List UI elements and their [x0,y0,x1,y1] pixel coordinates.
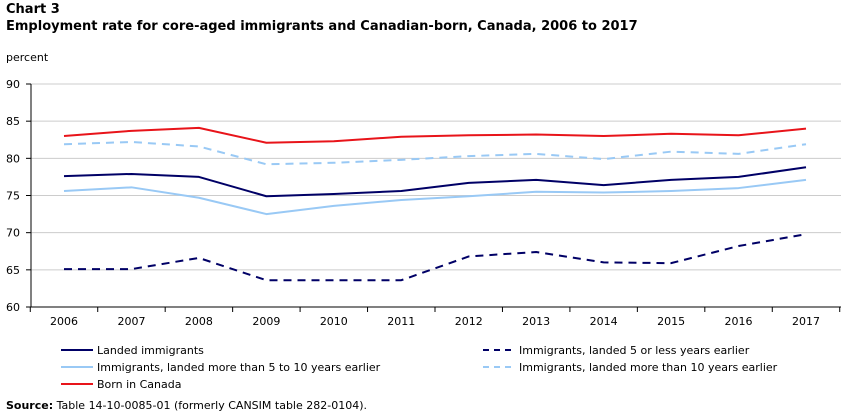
series-line-4 [63,126,807,144]
y-tick-label: 70 [6,227,20,240]
x-tick-label: 2010 [320,315,348,328]
x-tick-label: 2014 [590,315,618,328]
source-note: Source: Table 14-10-0085-01 (formerly CA… [6,399,367,412]
legend-label-2: Immigrants, landed more than 5 to 10 yea… [97,361,381,374]
series-line-2 [63,178,807,216]
y-tick-label: 85 [6,115,20,128]
x-tick-label: 2009 [252,315,280,328]
x-tick-label: 2013 [522,315,550,328]
y-axis-unit-label: percent [6,51,49,64]
series-line-1 [64,233,807,282]
chart-title: Employment rate for core-aged immigrants… [6,19,638,34]
series-line-3 [63,140,807,166]
y-tick-label: 90 [6,78,20,91]
series-line-0 [63,166,807,198]
legend-label-0: Landed immigrants [97,344,204,357]
line-chart: 60 65 70 75 80 85 90 2006 2007 2008 2009 2010 2011 20… [6,78,841,391]
y-tick-label: 80 [6,152,20,165]
chart-number: Chart 3 [6,2,60,17]
y-tick-label: 65 [6,264,20,277]
x-tick-label: 2015 [657,315,685,328]
x-tick-label: 2012 [455,315,483,328]
source-text: Table 14-10-0085-01 (formerly CANSIM tab… [53,399,367,412]
x-tick-label: 2008 [185,315,213,328]
x-tick-label: 2017 [792,315,820,328]
legend-label-3: Immigrants, landed more than 10 years ea… [519,361,778,374]
x-tick-label: 2007 [117,315,145,328]
x-tick-label: 2006 [50,315,78,328]
x-tick-label: 2016 [725,315,753,328]
y-tick-label: 60 [6,301,20,314]
x-tick-label: 2011 [387,315,415,328]
source-label: Source: [6,399,54,412]
legend-label-1: Immigrants, landed 5 or less years earli… [519,344,750,357]
legend-label-4: Born in Canada [97,378,181,391]
y-tick-label: 75 [6,190,20,203]
